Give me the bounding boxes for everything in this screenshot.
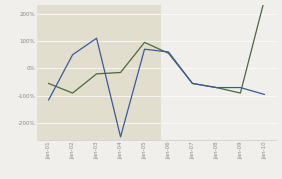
Bar — [37, 5, 161, 140]
